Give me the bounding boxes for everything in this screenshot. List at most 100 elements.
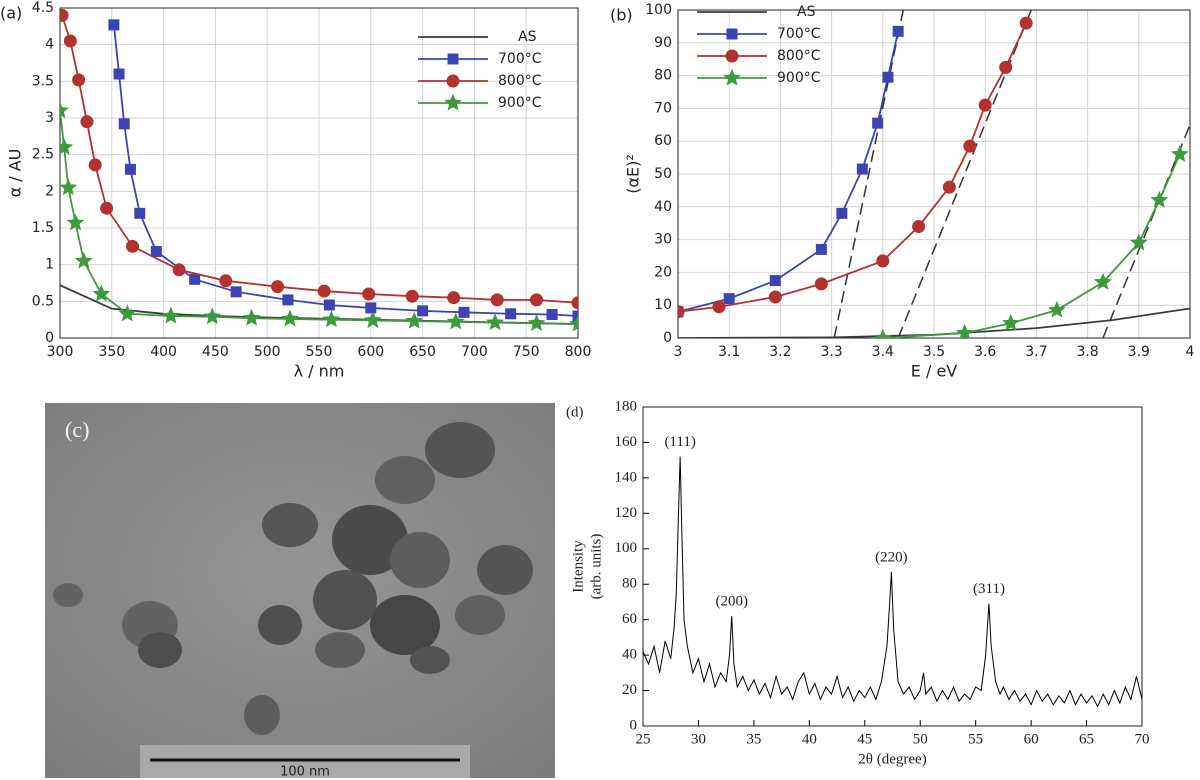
marker bbox=[134, 207, 146, 219]
marker bbox=[405, 311, 424, 329]
x-tick-label: 550 bbox=[306, 344, 333, 360]
marker bbox=[362, 287, 376, 301]
marker bbox=[447, 53, 459, 65]
peak-label: (220) bbox=[875, 549, 908, 565]
marker bbox=[161, 306, 180, 324]
marker bbox=[203, 307, 222, 325]
y-tick-label: 100 bbox=[615, 540, 638, 556]
tem-panel: (c) 100 nm bbox=[45, 403, 555, 780]
marker bbox=[876, 254, 890, 268]
y-tick-label: 60 bbox=[654, 133, 672, 149]
plot bbox=[60, 8, 578, 332]
marker bbox=[60, 101, 69, 119]
marker bbox=[126, 239, 140, 253]
x-tick-label: 30 bbox=[691, 731, 706, 747]
plot bbox=[678, 10, 1190, 338]
marker bbox=[74, 251, 93, 269]
marker bbox=[60, 138, 74, 155]
marker bbox=[124, 163, 136, 175]
y-tick-label: 20 bbox=[622, 682, 637, 698]
marker bbox=[113, 68, 125, 80]
legend-entry: AS bbox=[697, 4, 816, 20]
peak-label: (111) bbox=[664, 434, 695, 450]
marker bbox=[80, 115, 94, 129]
marker bbox=[1129, 233, 1148, 251]
marker bbox=[1048, 300, 1066, 318]
x-tick-label: 25 bbox=[636, 731, 651, 747]
marker bbox=[978, 98, 992, 112]
y-tick-label: 3 bbox=[45, 110, 54, 126]
marker bbox=[365, 302, 377, 314]
x-tick-label: 3.4 bbox=[872, 344, 894, 360]
marker bbox=[505, 308, 517, 320]
legend-label: 800°C bbox=[498, 73, 542, 89]
x-tick-label: 3 bbox=[674, 344, 683, 360]
scale-bar-label: 100 nm bbox=[280, 765, 330, 780]
marker bbox=[769, 275, 781, 287]
peak-label: (200) bbox=[715, 594, 748, 610]
panel-label: (b) bbox=[610, 6, 633, 25]
marker bbox=[1019, 16, 1033, 30]
plot-area bbox=[643, 407, 1142, 726]
x-tick-label: 60 bbox=[1024, 731, 1039, 747]
marker bbox=[1001, 313, 1020, 331]
y-tick-label: 0 bbox=[630, 717, 638, 733]
marker bbox=[281, 309, 299, 327]
y-tick-label: 20 bbox=[654, 264, 672, 280]
marker bbox=[882, 71, 894, 83]
y-tick-label: 80 bbox=[654, 68, 672, 84]
marker bbox=[572, 310, 578, 322]
y-tick-label: 2 bbox=[45, 183, 54, 199]
tangent-line bbox=[833, 10, 905, 338]
legend-label: AS bbox=[797, 4, 816, 20]
marker bbox=[942, 180, 956, 194]
x-tick-label: 600 bbox=[357, 344, 384, 360]
marker bbox=[486, 313, 504, 331]
marker bbox=[725, 49, 739, 63]
marker bbox=[569, 314, 578, 332]
chart: 0 20 40 60 80 100 120 140 160 180 25 30 35 40 45 50 55 60… bbox=[566, 398, 1150, 767]
marker bbox=[405, 289, 419, 303]
marker bbox=[873, 328, 892, 338]
y-tick-label: 140 bbox=[615, 469, 638, 485]
marker bbox=[712, 300, 726, 314]
y-tick-label: 4 bbox=[45, 37, 54, 53]
x-axis-label: 2θ (degree) bbox=[858, 751, 926, 767]
chart: 0 0.5 1 1.5 2 2.5 3 3.5 4 4.5 300 350 400 450 500 550 60… bbox=[0, 0, 591, 381]
y-tick-label: 60 bbox=[622, 611, 637, 627]
y-tick-label: 2.5 bbox=[32, 147, 54, 163]
marker bbox=[1150, 190, 1169, 208]
marker bbox=[189, 273, 201, 285]
y-tick-label: 70 bbox=[654, 100, 672, 116]
panel-label: (a) bbox=[0, 4, 22, 23]
marker bbox=[490, 293, 504, 307]
marker bbox=[814, 277, 828, 291]
marker bbox=[118, 304, 137, 322]
marker bbox=[63, 34, 77, 48]
x-tick-label: 35 bbox=[746, 731, 761, 747]
legend-label: 900°C bbox=[498, 95, 542, 111]
marker bbox=[172, 263, 186, 277]
marker bbox=[447, 291, 461, 305]
y-tick-label: 40 bbox=[622, 647, 637, 663]
series-line bbox=[678, 307, 1190, 338]
legend-label: 700°C bbox=[498, 51, 542, 67]
marker bbox=[100, 201, 114, 215]
marker bbox=[458, 306, 470, 318]
x-axis-label: λ / nm bbox=[294, 362, 345, 381]
marker bbox=[446, 74, 460, 88]
legend-entry: 700°C bbox=[697, 26, 821, 42]
x-tick-label: 3.8 bbox=[1076, 344, 1098, 360]
marker bbox=[1094, 272, 1112, 290]
y-tick-label: 0 bbox=[45, 330, 54, 346]
x-tick-label: 350 bbox=[98, 344, 125, 360]
y-tick-label: 0.5 bbox=[32, 293, 54, 309]
marker bbox=[768, 290, 782, 304]
marker bbox=[836, 207, 848, 219]
y-axis-label: α / AU bbox=[6, 149, 25, 198]
x-tick-label: 450 bbox=[202, 344, 229, 360]
y-tick-label: 180 bbox=[615, 398, 638, 414]
marker bbox=[317, 284, 331, 298]
marker bbox=[678, 305, 685, 319]
